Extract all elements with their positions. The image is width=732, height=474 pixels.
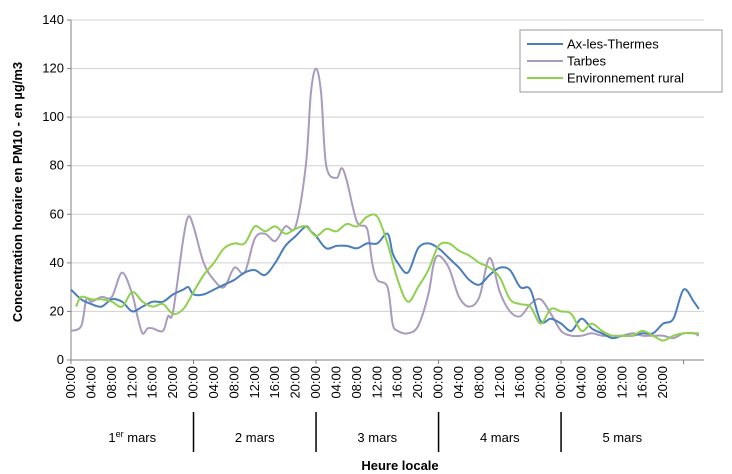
- x-tick-label: 00:00: [553, 366, 568, 399]
- x-axis-tick-labels: 00:00 04:00 08:00 12:00 16:00 20:00 00:00 04:00…: [63, 366, 670, 399]
- series-line-environnement-rural: [75, 213, 699, 342]
- x-tick-label: 16:00: [635, 366, 650, 399]
- data-series: [70, 67, 700, 342]
- x-tick-label: 08:00: [226, 366, 241, 399]
- series-line-tarbes: [70, 67, 700, 340]
- x-tick-label: 00:00: [431, 366, 446, 399]
- y-tick-label: 140: [42, 12, 64, 27]
- x-tick-label: 04:00: [574, 366, 589, 399]
- x-axis-title: Heure locale: [361, 458, 438, 473]
- x-tick-label: 12:00: [369, 366, 384, 399]
- legend-label: Environnement rural: [567, 71, 684, 86]
- x-tick-label: 08:00: [594, 366, 609, 399]
- horizontal-gridlines: [71, 19, 704, 312]
- day-label: 4 mars: [480, 430, 520, 445]
- x-tick-label: 12:00: [614, 366, 629, 399]
- x-tick-label: 16:00: [512, 366, 527, 399]
- x-tick-label: 00:00: [63, 366, 78, 399]
- x-tick-label: 08:00: [349, 366, 364, 399]
- x-tick-label: 00:00: [186, 366, 201, 399]
- x-tick-label: 04:00: [206, 366, 221, 399]
- day-label: 1er mars: [108, 429, 156, 445]
- day-labels: 1er mars 2 mars 3 mars 4 mars 5 mars: [108, 429, 642, 445]
- x-tick-label: 00:00: [308, 366, 323, 399]
- x-tick-label: 20:00: [165, 366, 180, 399]
- x-tick-label: 16:00: [145, 366, 160, 399]
- x-tick-label: 12:00: [124, 366, 139, 399]
- x-tick-label: 04:00: [329, 366, 344, 399]
- x-tick-label: 20:00: [410, 366, 425, 399]
- x-tick-label: 04:00: [451, 366, 466, 399]
- y-axis-tick-labels: 0 20 40 60 80 100 120 140: [42, 12, 64, 367]
- day-label: 5 mars: [602, 430, 642, 445]
- y-tick-label: 40: [50, 255, 64, 270]
- y-tick-label: 80: [50, 158, 64, 173]
- y-tick-label: 20: [50, 303, 64, 318]
- y-tick-label: 60: [50, 206, 64, 221]
- day-label: 2 mars: [235, 430, 275, 445]
- legend-label: Tarbes: [567, 54, 607, 69]
- x-tick-label: 08:00: [471, 366, 486, 399]
- x-tick-label: 08:00: [104, 366, 119, 399]
- x-tick-label: 20:00: [533, 366, 548, 399]
- chart-legend: Ax-les-Thermes Tarbes Environnement rural: [519, 29, 723, 93]
- x-tick-label: 20:00: [288, 366, 303, 399]
- x-tick-label: 12:00: [492, 366, 507, 399]
- y-axis-title: Concentration horaire en PM10 - en µg/m3: [10, 62, 25, 322]
- series-line-ax-les-thermes: [70, 225, 700, 340]
- x-tick-label: 16:00: [267, 366, 282, 399]
- y-tick-label: 0: [57, 352, 64, 367]
- chart-axes: [67, 19, 704, 452]
- x-tick-label: 16:00: [390, 366, 405, 399]
- legend-label: Ax-les-Thermes: [567, 37, 659, 52]
- y-tick-label: 120: [42, 61, 64, 76]
- y-tick-label: 100: [42, 109, 64, 124]
- x-tick-label: 20:00: [655, 366, 670, 399]
- x-tick-label: 12:00: [247, 366, 262, 399]
- x-tick-label: 04:00: [83, 366, 98, 399]
- day-label: 3 mars: [357, 430, 397, 445]
